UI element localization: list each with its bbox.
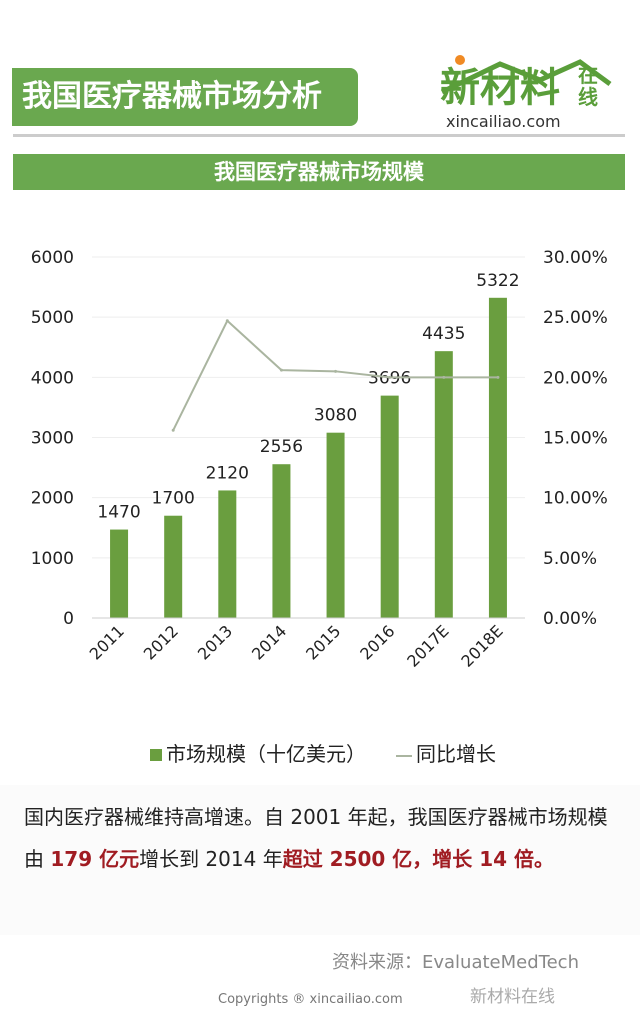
- y2-tick-label: 0.00%: [543, 609, 597, 629]
- y-tick-label: 3000: [31, 429, 74, 449]
- growth-point: [334, 369, 338, 373]
- bar: [218, 490, 237, 618]
- highlight: 超过 2500 亿，增长 14 倍。: [282, 847, 555, 871]
- source: 资料来源：EvaluateMedTech: [332, 952, 579, 973]
- growth-point: [496, 375, 500, 379]
- bar: [272, 464, 291, 618]
- data-label: 3080: [314, 406, 357, 426]
- legend-label: 同比增长: [416, 742, 496, 766]
- bar: [380, 395, 399, 618]
- logo-text: 新材料: [440, 65, 560, 111]
- x-tick-label: 2013: [194, 621, 236, 663]
- x-tick-label: 2012: [140, 621, 182, 663]
- text: 国内医疗器械维持高增速。自 2001 年起，我国医疗器械市场规模由: [24, 805, 608, 871]
- legend-swatch: [150, 749, 162, 761]
- bar: [326, 432, 345, 618]
- growth-point: [225, 319, 229, 323]
- y2-tick-label: 10.00%: [543, 489, 608, 509]
- text: 增长到 2014 年: [139, 847, 283, 871]
- growth-point: [388, 375, 392, 379]
- logo-text-online: 在线: [578, 63, 598, 109]
- x-tick-label: 2011: [86, 621, 128, 663]
- growth-point: [279, 368, 283, 372]
- y-tick-label: 5000: [31, 308, 74, 328]
- y-tick-label: 2000: [31, 489, 74, 509]
- y-tick-label: 4000: [31, 368, 74, 388]
- y2-tick-label: 25.00%: [543, 308, 608, 328]
- legend-bar: 市场规模（十亿美元）: [150, 738, 366, 767]
- y2-tick-label: 20.00%: [543, 368, 608, 388]
- chart: 0 1000 2000 3000 4000 5000 6000 0.00% 5.00% 10.00…: [31, 248, 608, 671]
- legend-label: 市场规模（十亿美元）: [166, 742, 366, 766]
- logo-url: xincailiao.com: [446, 112, 561, 131]
- chart-title: 我国医疗器械市场规模: [13, 154, 625, 190]
- bar: [488, 297, 507, 618]
- legend-line: 同比增长: [396, 738, 496, 767]
- x-tick-label: 2014: [248, 621, 290, 663]
- data-label: 1470: [97, 503, 140, 523]
- y-tick-label: 1000: [31, 549, 74, 569]
- data-label: 2120: [206, 463, 249, 483]
- x-tick-label: 2015: [302, 621, 344, 663]
- data-label: 1700: [152, 489, 195, 509]
- x-tick-label: 2016: [356, 621, 398, 663]
- y-tick-label: 0: [63, 609, 74, 629]
- growth-point: [171, 428, 175, 432]
- y2-tick-label: 15.00%: [543, 429, 608, 449]
- text-panel: [0, 785, 640, 935]
- legend-line-swatch: [396, 754, 412, 757]
- legend: 市场规模（十亿美元） 同比增长: [150, 738, 496, 767]
- growth-point: [442, 375, 446, 379]
- bar: [434, 351, 453, 618]
- logo-house-icon: [440, 55, 612, 95]
- page-title: 我国医疗器械市场分析: [12, 68, 358, 126]
- wechat-watermark: 新材料在线: [470, 987, 555, 1007]
- x-tick-label: 2017E: [403, 621, 452, 670]
- data-label: 4435: [422, 324, 465, 344]
- description: 国内医疗器械维持高增速。自 2001 年起，我国医疗器械市场规模由 179 亿元…: [24, 796, 624, 880]
- x-tick-label: 2018E: [457, 621, 506, 670]
- copyright: Copyrights ® xincailiao.com: [218, 992, 403, 1007]
- data-label: 5322: [476, 271, 519, 291]
- y2-tick-label: 5.00%: [543, 549, 597, 569]
- divider: [13, 134, 625, 137]
- y-tick-label: 6000: [31, 248, 74, 268]
- bar: [110, 529, 129, 618]
- data-label: 2556: [260, 437, 303, 457]
- highlight: 179 亿元: [50, 847, 140, 871]
- bar: [164, 515, 183, 618]
- y2-tick-label: 30.00%: [543, 248, 608, 268]
